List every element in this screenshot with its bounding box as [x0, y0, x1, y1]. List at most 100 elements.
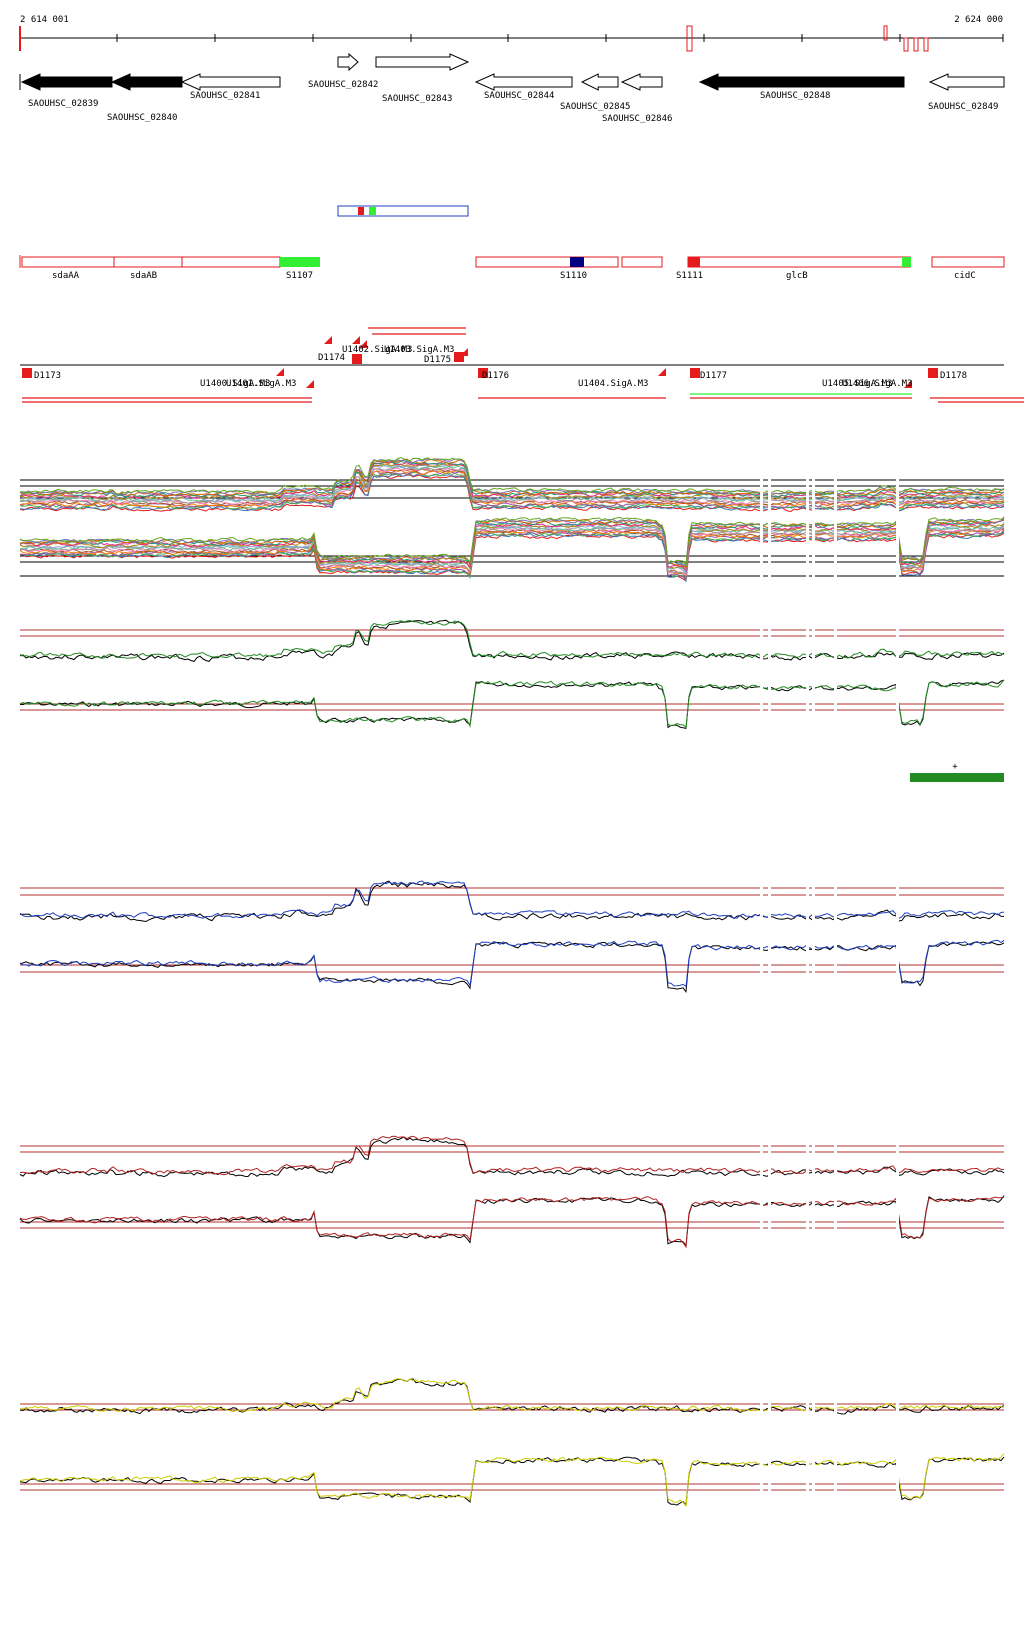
- annotation-label: S1107: [286, 271, 313, 281]
- data-gap: [834, 470, 837, 590]
- annotation-box: [475, 256, 619, 268]
- terminator-mark: [904, 380, 912, 388]
- profile-line: [19, 465, 1005, 505]
- gene-arrow: [698, 73, 905, 91]
- profile-line: [19, 880, 1005, 919]
- data-gap: [768, 620, 771, 740]
- ruler-marker: [883, 25, 888, 41]
- data-gap: [760, 878, 763, 1000]
- profile-line: [19, 939, 1005, 988]
- strand-bar: [910, 773, 1004, 782]
- gene-label: SAOUHSC_02842: [308, 80, 378, 90]
- profile-line: [20, 456, 1005, 495]
- terminator-mark: [324, 336, 332, 344]
- promoter-box: [352, 354, 362, 364]
- profile-line: [19, 679, 1005, 729]
- data-gap: [768, 470, 771, 590]
- ruler-marker: [913, 37, 919, 52]
- terminator-mark: [460, 348, 468, 356]
- data-gap: [768, 878, 771, 1000]
- promoter-box: [690, 368, 700, 378]
- terminator-mark: [658, 368, 666, 376]
- data-gap: [760, 620, 763, 740]
- annotation-box: [687, 256, 911, 268]
- data-gap: [806, 1394, 809, 1516]
- red-profile-panel: [19, 1135, 1005, 1256]
- annotation-box: [621, 256, 663, 268]
- data-gap: [760, 1394, 763, 1516]
- profile-line: [19, 1135, 1005, 1176]
- promoter-box: [454, 352, 464, 362]
- promoter-label: D1175: [424, 355, 451, 365]
- profile-line: [19, 1378, 1005, 1413]
- gene-arrow: [20, 73, 113, 91]
- annotation-track: sdaAA sdaAB S1107 S1110 S1111 glcB cidC: [19, 205, 1005, 281]
- promoter-label: U1404.SigA.M3: [578, 379, 648, 389]
- profile-line: [19, 1136, 1005, 1178]
- promoter-label: U1406.SigA.M3: [842, 379, 912, 389]
- terminator-mark: [306, 380, 314, 388]
- data-gap: [812, 470, 815, 590]
- profile-line: [19, 458, 1005, 497]
- profile-line: [19, 619, 1005, 662]
- data-gap: [896, 1136, 899, 1256]
- ruler-end-label: 2 624 000: [954, 15, 1003, 25]
- annotation-label: sdaAA: [52, 271, 80, 281]
- promoter-label: D1178: [940, 371, 967, 381]
- promoter-label: U1402.SigA.M3: [342, 345, 412, 355]
- terminator-mark: [352, 336, 360, 344]
- promoter-box: [22, 368, 32, 378]
- promoter-label: U1405.SigA.M3: [822, 379, 892, 389]
- annotation-feature: [280, 257, 320, 267]
- annotation-mark: [358, 207, 364, 215]
- ruler-marker: [686, 25, 693, 52]
- terminator-mark: [359, 340, 367, 348]
- gene-label: SAOUHSC_02849: [928, 102, 998, 112]
- strand-symbol: +: [952, 762, 958, 772]
- annotation-label: S1110: [560, 271, 587, 281]
- promoter-label: D1177: [700, 371, 727, 381]
- gene-label: SAOUHSC_02840: [107, 113, 177, 123]
- data-gap: [896, 1394, 899, 1516]
- gene-arrow: [110, 73, 183, 91]
- gene-track: SAOUHSC_02839 SAOUHSC_02840 SAOUHSC_02841 S…: [19, 52, 1005, 124]
- annotation-feature: [570, 257, 584, 267]
- data-gap: [812, 1394, 815, 1516]
- gene-label: SAOUHSC_02843: [382, 94, 452, 104]
- profile-line: [19, 880, 1005, 923]
- annotation-box: [931, 256, 1005, 268]
- annotation-label: S1111: [676, 271, 703, 281]
- data-gap: [768, 1136, 771, 1256]
- profile-line: [19, 470, 1005, 509]
- data-gap: [896, 878, 899, 1000]
- data-gap: [834, 1136, 837, 1256]
- data-gap: [806, 1136, 809, 1256]
- profile-line: [19, 461, 1005, 500]
- data-gap: [806, 470, 809, 590]
- annotation-label: sdaAB: [130, 271, 157, 281]
- profile-line: [19, 619, 1005, 659]
- annotation-box: [337, 205, 469, 217]
- ruler-marker: [923, 37, 929, 52]
- data-gap: [760, 470, 763, 590]
- data-gap: [834, 620, 837, 740]
- profile-line: [19, 1453, 1005, 1508]
- promoter-box: [928, 368, 938, 378]
- multi-sample-panel: [19, 456, 1005, 590]
- data-gap: [812, 878, 815, 1000]
- annotation-box: [113, 256, 183, 268]
- data-gap: [834, 1394, 837, 1516]
- terminator-mark: [276, 368, 284, 376]
- data-gap: [834, 878, 837, 1000]
- gene-arrow: [180, 73, 281, 91]
- promoter-label: D1176: [482, 371, 509, 381]
- gene-arrow: [580, 73, 619, 91]
- annotation-feature: [902, 257, 911, 267]
- profile-line: [19, 522, 1005, 574]
- profile-line: [19, 516, 1005, 567]
- expression-profile-tracks: +: [19, 456, 1005, 1516]
- data-gap: [896, 470, 899, 590]
- profile-line: [19, 1456, 1005, 1507]
- coordinate-ruler: 2 614 001 2 624 000: [19, 15, 1004, 52]
- promoter-label: U1401.SigA.M3: [226, 379, 296, 389]
